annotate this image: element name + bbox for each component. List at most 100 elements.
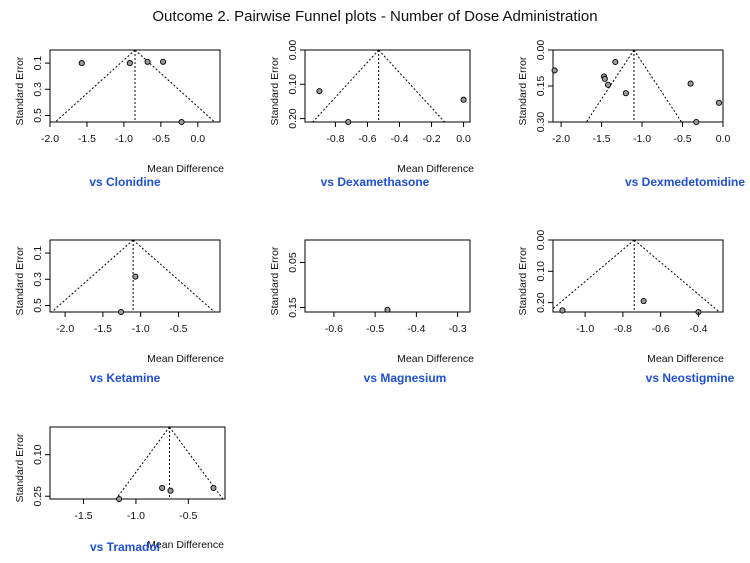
funnel-right-line — [169, 427, 224, 499]
x-tick-label: -0.4 — [407, 323, 425, 335]
y-axis-label: Standard Error — [14, 56, 26, 125]
panel-caption: vs Dexmedetomidine — [625, 175, 746, 189]
plot-frame — [552, 49, 724, 123]
x-tick-label: -0.5 — [179, 510, 197, 522]
funnel-panel: -2.0 -1.5 -1.0 -0.5 0.0 0.00 0.15 0.30 Standard … — [517, 40, 730, 145]
x-tick-label: -0.5 — [673, 133, 691, 145]
data-point — [144, 58, 151, 65]
panel-caption: vs Neostigmine — [645, 371, 735, 385]
data-point — [159, 484, 166, 491]
funnel-panel: -0.8 -0.6 -0.4 -0.2 0.0 0.00 0.10 0.20 Standard … — [269, 40, 474, 175]
funnel-right-line — [378, 50, 445, 122]
funnel-panel: -0.6 -0.5 -0.4 -0.3 0.05 0.15 Standard Error Me… — [269, 239, 474, 365]
data-point — [210, 484, 217, 491]
plot-frame — [49, 426, 226, 500]
y-tick-label: 0.00 — [287, 40, 299, 61]
data-point — [551, 67, 558, 74]
x-tick-label: -1.5 — [593, 133, 611, 145]
y-tick-label: 0.10 — [535, 261, 547, 282]
data-point — [116, 495, 123, 503]
x-axis-label: Mean Difference — [397, 163, 474, 175]
y-tick-label: 0.3 — [32, 272, 44, 287]
x-tick-label: -0.6 — [652, 323, 670, 335]
funnel-panel: -2.0 -1.5 -1.0 -0.5 0.1 0.3 0.5 Standard Error M… — [14, 239, 224, 365]
x-tick-label: 0.0 — [191, 133, 206, 145]
y-tick-label: 0.20 — [535, 292, 547, 313]
plot-frame — [304, 49, 471, 123]
y-tick-label: 0.10 — [32, 444, 44, 465]
y-axis-label: Standard Error — [517, 56, 529, 125]
data-point — [316, 88, 323, 95]
x-axis-label: Mean Difference — [147, 539, 224, 551]
x-axis-label: Mean Difference — [397, 353, 474, 365]
data-point — [559, 307, 566, 314]
funnel-panel: -1.5 -1.0 -0.5 0.10 0.25 Standard Error Mean D… — [14, 426, 226, 551]
x-tick-label: -0.6 — [325, 323, 343, 335]
x-tick-label: -0.3 — [449, 323, 467, 335]
y-tick-label: 0.20 — [287, 108, 299, 129]
data-point — [622, 90, 629, 97]
y-tick-label: 0.1 — [32, 246, 44, 261]
x-tick-label: 0.0 — [716, 133, 731, 145]
y-tick-label: 0.00 — [535, 40, 547, 61]
y-axis-label: Standard Error — [269, 56, 281, 125]
x-tick-label: -1.0 — [127, 510, 145, 522]
x-tick-label: -0.4 — [390, 133, 408, 145]
y-tick-label: 0.1 — [32, 56, 44, 71]
funnel-left-line — [312, 50, 380, 122]
y-tick-label: 0.25 — [32, 486, 44, 507]
x-axis-label: Mean Difference — [647, 353, 724, 365]
funnel-lines — [312, 50, 445, 122]
funnel-panel: -1.0 -0.8 -0.6 -0.4 0.00 0.10 0.20 Standard Err… — [517, 230, 724, 365]
funnel-right-line — [132, 240, 215, 312]
funnel-lines — [585, 50, 682, 122]
funnel-left-line — [553, 240, 635, 310]
funnel-panel: -2.0 -1.5 -1.0 -0.5 0.0 0.1 0.3 0.5 Standard Err… — [14, 49, 224, 175]
x-tick-label: -1.0 — [633, 133, 651, 145]
y-tick-label: 0.15 — [287, 297, 299, 318]
x-tick-label: -1.5 — [94, 323, 112, 335]
panel-caption: vs Ketamine — [89, 371, 161, 385]
data-point — [687, 80, 694, 87]
x-axis-label: Mean Difference — [147, 163, 224, 175]
data-point — [640, 297, 647, 305]
plot-frame — [49, 239, 221, 313]
y-axis-label: Standard Error — [14, 433, 26, 502]
figure-title: Outcome 2. Pairwise Funnel plots - Numbe… — [152, 8, 598, 25]
funnel-right-line — [633, 50, 682, 122]
panel-caption: vs Magnesium — [363, 371, 447, 385]
data-point — [601, 75, 608, 82]
data-point — [167, 487, 174, 494]
data-point — [693, 118, 700, 126]
data-point — [384, 306, 391, 313]
y-tick-label: 0.15 — [535, 76, 547, 97]
x-tick-label: -0.4 — [689, 323, 707, 335]
x-tick-label: 0.0 — [456, 133, 471, 145]
x-tick-label: -2.0 — [41, 133, 59, 145]
y-tick-label: 0.3 — [32, 82, 44, 97]
x-tick-label: -0.2 — [423, 133, 441, 145]
x-tick-label: -0.5 — [169, 323, 187, 335]
data-point — [178, 118, 185, 126]
x-tick-label: -0.5 — [366, 323, 384, 335]
x-tick-label: -0.8 — [614, 323, 632, 335]
x-tick-label: -2.0 — [56, 323, 74, 335]
plot-frame — [304, 239, 471, 313]
funnel-right-line — [633, 240, 720, 312]
x-tick-label: -0.5 — [152, 133, 170, 145]
y-tick-label: 0.30 — [535, 112, 547, 133]
data-point — [612, 58, 619, 66]
x-tick-label: -0.6 — [358, 133, 376, 145]
y-axis-label: Standard Error — [269, 246, 281, 315]
data-point — [345, 118, 352, 126]
panel-caption: vs Tramadol — [89, 540, 161, 554]
x-tick-label: -1.5 — [74, 510, 92, 522]
data-point — [715, 99, 723, 106]
data-point — [160, 58, 167, 65]
x-axis-label: Mean Difference — [147, 353, 224, 365]
panel-caption: vs Dexamethasone — [320, 175, 430, 189]
y-axis-label: Standard Error — [14, 246, 26, 315]
data-point — [460, 96, 467, 103]
data-point — [78, 60, 85, 67]
